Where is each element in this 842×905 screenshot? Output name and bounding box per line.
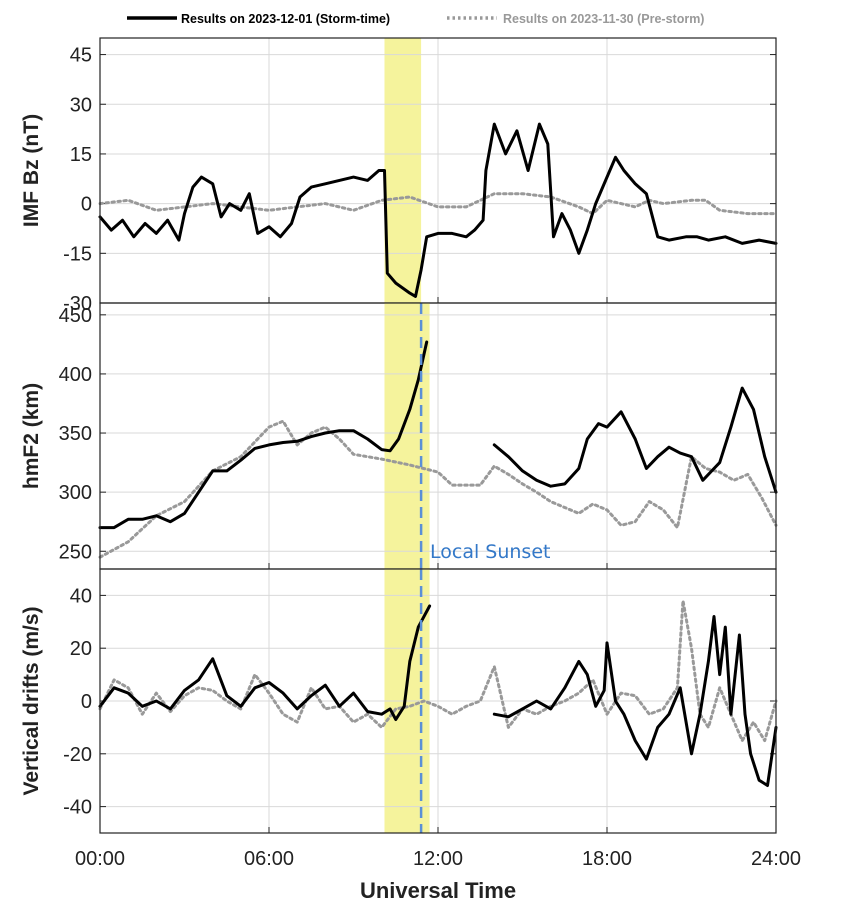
panel-2: 450 400 350 300 250 hmF2 (km) (20, 302, 778, 570)
highlight-band (384, 303, 430, 569)
x-tick-label: 18:00 (582, 848, 632, 870)
y-tick-label: 300 (59, 482, 92, 504)
y-tick-label: 450 (59, 305, 92, 327)
series-storm-line (98, 604, 432, 721)
y-tick-label: 30 (70, 94, 92, 116)
y-axis-label: Vertical drifts (m/s) (20, 606, 43, 795)
y-tick-label: -15 (63, 243, 92, 265)
series-prestorm-line (98, 599, 778, 743)
x-tick-label: 00:00 (75, 848, 125, 870)
y-tick-label: 400 (59, 364, 92, 386)
series-storm-line (492, 386, 778, 494)
y-tick-label: 350 (59, 423, 92, 445)
series-storm-line (492, 615, 778, 787)
legend: Results on 2023-12-01 (Storm-time) Resul… (127, 12, 704, 26)
legend-storm-label: Results on 2023-12-01 (Storm-time) (181, 12, 390, 26)
axes-frame (99, 568, 777, 834)
highlight-band (384, 38, 422, 303)
y-axis-label: hmF2 (km) (20, 383, 43, 489)
legend-prestorm-label: Results on 2023-11-30 (Pre-storm) (503, 12, 704, 26)
series-prestorm-line (98, 419, 778, 559)
series-storm-line (98, 122, 778, 298)
y-tick-label: 45 (70, 45, 92, 67)
y-tick-label: 40 (70, 585, 92, 607)
y-tick-label: 20 (70, 638, 92, 660)
panel-1: 45 30 15 0 -15 -30 IMF Bz (nT) (20, 37, 778, 315)
panel-3: 40 20 0 -20 -40 Vertical drifts (m/s) 00:00 06:… (20, 568, 801, 870)
series-storm-line (98, 340, 429, 530)
x-axis-label: Universal Time (360, 878, 516, 903)
y-axis-label: IMF Bz (nT) (20, 114, 43, 227)
y-tick-label: -20 (63, 744, 92, 766)
y-tick-label: -40 (63, 797, 92, 819)
y-tick-label: 15 (70, 144, 92, 166)
x-tick-label: 06:00 (244, 848, 294, 870)
y-tick-label: -30 (63, 293, 92, 315)
local-sunset-annotation: Local Sunset (430, 541, 550, 563)
x-tick-label: 12:00 (413, 848, 463, 870)
y-tick-label: 250 (59, 541, 92, 563)
y-tick-label: 0 (81, 691, 92, 713)
y-tick-label: 0 (81, 194, 92, 216)
x-tick-label: 24:00 (751, 848, 801, 870)
